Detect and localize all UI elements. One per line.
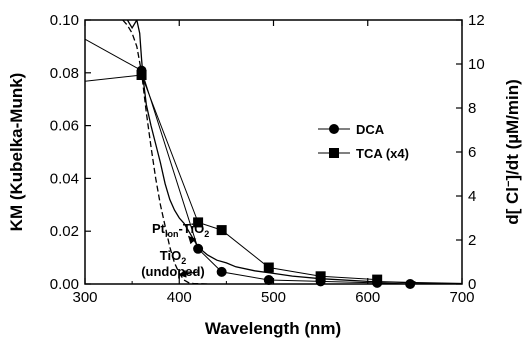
data-point-square <box>136 70 147 80</box>
y-left-tick-label: 0.10 <box>50 12 79 29</box>
annotation-arrow-pt-tio2 <box>187 235 197 245</box>
legend-marker-circle <box>329 124 339 134</box>
y-right-tick-label: 0 <box>468 276 476 293</box>
y-right-axis-title: d[ Cl−]/dt (µM/min) <box>503 79 522 225</box>
y-left-axis-title: KM (Kubelka-Munk) <box>7 73 26 232</box>
series-line-1 <box>85 74 378 281</box>
series-line-3 <box>122 20 208 284</box>
y-left-tick-label: 0.02 <box>50 223 79 240</box>
data-point-circle <box>405 279 416 289</box>
y-right-tick-label: 10 <box>468 56 485 73</box>
annotation-undoped: (undoped) <box>141 264 205 279</box>
x-axis-title: Wavelength (nm) <box>205 319 341 338</box>
data-point-circle <box>216 266 227 277</box>
y-right-tick-label: 4 <box>468 188 476 205</box>
data-point-square <box>193 217 204 228</box>
legend-label: TCA (x4) <box>356 146 409 161</box>
x-tick-label: 500 <box>261 289 286 306</box>
x-tick-label: 700 <box>449 289 474 306</box>
legend-label: DCA <box>356 122 385 137</box>
x-tick-label: 300 <box>72 289 97 306</box>
series-line-2 <box>126 20 462 284</box>
y-left-tick-label: 0.06 <box>50 118 79 135</box>
data-point-circle <box>193 243 204 254</box>
data-point-square <box>315 271 326 282</box>
y-right-tick-label: 8 <box>468 100 476 117</box>
x-tick-label: 600 <box>355 289 380 306</box>
y-left-tick-label: 0.00 <box>50 276 79 293</box>
x-tick-label: 400 <box>167 289 192 306</box>
legend-marker-square <box>329 148 339 158</box>
y-right-tick-label: 2 <box>468 232 476 249</box>
y-right-tick-label: 12 <box>468 12 485 29</box>
y-left-tick-label: 0.08 <box>50 65 79 82</box>
y-right-tick-label: 6 <box>468 144 476 161</box>
annotation-pt-tio2: Ption-TiO2 <box>152 221 209 239</box>
data-point-square <box>372 274 383 285</box>
y-left-tick-label: 0.04 <box>50 170 79 187</box>
data-point-square <box>216 225 227 236</box>
annotation-tio2: TiO2 <box>160 248 186 266</box>
annotation-arrow-tio2 <box>178 269 199 278</box>
data-point-square <box>263 262 274 273</box>
data-point-circle <box>263 275 274 286</box>
